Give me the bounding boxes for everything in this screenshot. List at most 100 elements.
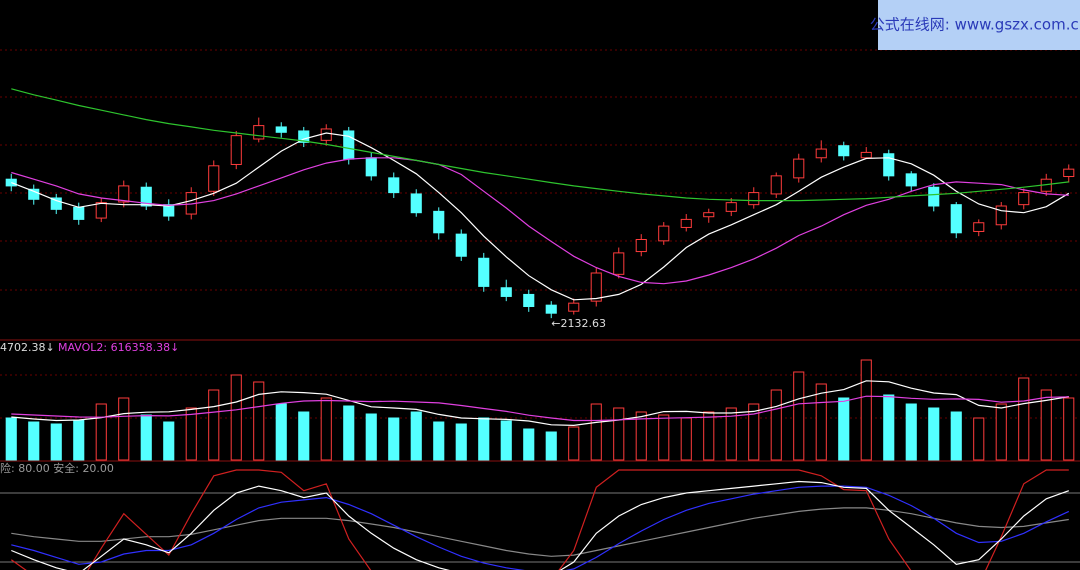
candle-body (995, 205, 1007, 226)
candle-body (298, 130, 310, 143)
candle-body (928, 186, 940, 207)
volume-bar (838, 397, 850, 461)
legend-text: 4702.38↓ (0, 341, 55, 354)
candle-body (410, 193, 422, 214)
volume-bar (703, 411, 715, 461)
volume-bar (28, 421, 40, 461)
volume-bar (748, 403, 760, 461)
volume-bar (1018, 377, 1030, 461)
candle-body (590, 272, 602, 302)
low-annotation: ←2132.63 (551, 317, 606, 330)
volume-bar (523, 428, 535, 461)
volume-bar (928, 407, 940, 461)
volume-bar (343, 405, 355, 461)
indicator-line (11, 157, 1069, 285)
candle-body (793, 158, 805, 179)
candle-body (365, 157, 377, 177)
grid (0, 49, 1080, 462)
candle-body (95, 202, 107, 219)
candle-body (433, 210, 445, 234)
candle-body (73, 206, 85, 220)
candle-body (230, 135, 242, 165)
candle-body (140, 186, 152, 207)
candle-body (253, 125, 265, 140)
tick-label: 20.00 (82, 462, 114, 475)
candle-body (523, 293, 535, 308)
candle-body (905, 173, 917, 187)
volume-bar (973, 417, 985, 461)
volume-bar (658, 414, 670, 461)
volume-bar (815, 383, 827, 461)
volume-bar (163, 421, 175, 461)
volume-bar (725, 407, 737, 461)
indicator-line (11, 480, 1070, 570)
tick-label: 80.00 (18, 462, 50, 475)
candle-body (658, 225, 670, 242)
candle-body (118, 185, 130, 203)
volume-bar (365, 413, 377, 461)
candle-body (883, 153, 895, 177)
candle-body (748, 192, 760, 206)
candle-body (860, 151, 872, 159)
volume-bar (545, 431, 557, 461)
volume-bar (410, 411, 422, 461)
volume-bar (388, 417, 400, 461)
candle-body (838, 145, 850, 157)
volume-bar (118, 397, 130, 461)
indicator-line (10, 469, 1069, 570)
volume-bar (275, 403, 287, 461)
tick-name: 安全: (53, 461, 79, 475)
tick-name: 险: (0, 461, 15, 475)
kd-reference-label: 险: 80.00 安全: 20.00 (0, 461, 114, 475)
volume-bar (320, 397, 332, 461)
volume-bar (995, 403, 1007, 461)
candle-body (28, 188, 40, 200)
volume-bar (793, 371, 805, 461)
volume-bar (140, 414, 152, 461)
candle-body (50, 197, 62, 210)
indicator-line (11, 380, 1069, 427)
volume-bar (95, 403, 107, 461)
volume-bar (770, 389, 782, 461)
candle-body (950, 204, 962, 234)
volume-bar (1040, 389, 1052, 461)
volume-bar (883, 394, 895, 461)
candle-body (703, 212, 715, 218)
volume-bar (905, 403, 917, 461)
candle-body (1018, 192, 1030, 206)
candle-body (455, 233, 467, 257)
indicator-line (11, 485, 1070, 570)
volume-bar (433, 421, 445, 461)
candle-body (5, 178, 17, 187)
candle-body (815, 148, 827, 159)
volume-bar (253, 381, 265, 461)
volume-bar (950, 411, 962, 461)
candle-body (478, 257, 490, 287)
indicator-line (11, 395, 1069, 422)
volume-bar (5, 417, 17, 461)
volume-bar (860, 359, 872, 461)
candle-body (545, 304, 557, 314)
indicator-line (11, 88, 1069, 202)
candle-body (1063, 168, 1075, 178)
candle-body (635, 239, 647, 253)
volume-bar (298, 411, 310, 461)
candle-body (208, 165, 220, 192)
volume-bar (478, 417, 490, 461)
candle-body (275, 126, 287, 133)
candle-body (388, 177, 400, 194)
volume-bar (185, 407, 197, 461)
candle-body (770, 175, 782, 195)
candle-body (973, 222, 985, 232)
candle-body (500, 287, 512, 297)
volume-bar (1063, 397, 1075, 461)
candle-body (613, 252, 625, 275)
volume-bar (230, 374, 242, 461)
volume-bar (590, 403, 602, 461)
candle-body (320, 128, 332, 141)
indicator-line (11, 132, 1070, 301)
watermark-box (878, 0, 1080, 50)
volume-bar (635, 411, 647, 461)
volume-bar (568, 426, 580, 461)
